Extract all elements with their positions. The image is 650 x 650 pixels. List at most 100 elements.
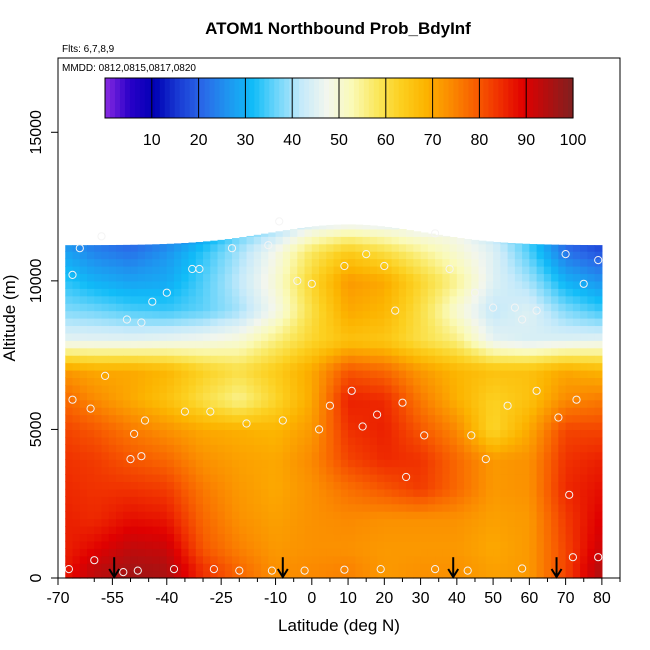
heatmap-cell [319, 526, 327, 535]
heatmap-cell [232, 414, 240, 423]
heatmap-cell [239, 288, 248, 297]
heatmap-cell [72, 280, 81, 289]
heatmap-cell [123, 392, 132, 401]
heatmap-cell [355, 436, 364, 445]
heatmap-cell [268, 488, 277, 497]
heatmap-cell [413, 355, 422, 364]
heatmap-cell [297, 555, 306, 564]
heatmap-cell [101, 295, 110, 304]
heatmap-cell [137, 496, 146, 505]
heatmap-cell [500, 459, 509, 468]
heatmap-cell [587, 280, 596, 289]
heatmap-cell [123, 422, 132, 431]
colorbar-swatch [334, 78, 340, 118]
heatmap-cell [282, 384, 291, 393]
heatmap-cell [536, 503, 545, 512]
heatmap-cell [253, 332, 262, 341]
heatmap-cell [471, 288, 480, 297]
heatmap-cell [94, 399, 103, 408]
heatmap-cell [152, 392, 161, 401]
heatmap-cell [580, 266, 588, 275]
heatmap-cell [108, 459, 117, 468]
data-point-marker [75, 244, 84, 253]
heatmap-cell [362, 273, 371, 282]
heatmap-cell [536, 548, 545, 557]
heatmap-cell [166, 555, 175, 564]
data-point-marker [101, 371, 110, 380]
heatmap-cell [72, 533, 81, 542]
heatmap-cell [565, 303, 574, 312]
heatmap-cell [116, 526, 124, 535]
heatmap-cell [304, 563, 313, 572]
heatmap-cell [340, 377, 349, 386]
heatmap-cell [79, 555, 88, 564]
heatmap-cell [355, 303, 364, 312]
heatmap-cell [116, 518, 124, 527]
heatmap-cell [493, 533, 501, 542]
heatmap-cell [188, 340, 197, 349]
heatmap-cell [174, 466, 182, 475]
heatmap-cell [166, 540, 175, 549]
heatmap-cell [529, 570, 538, 579]
heatmap-cell [406, 518, 414, 527]
heatmap-cell [297, 548, 306, 557]
heatmap-cell [594, 466, 603, 475]
heatmap-cell [145, 407, 153, 416]
heatmap-cell [543, 258, 552, 267]
heatmap-cell [391, 496, 400, 505]
heatmap-cell [232, 362, 240, 371]
heatmap-cell [123, 377, 132, 386]
heatmap-cell [232, 540, 240, 549]
heatmap-cell [449, 318, 458, 327]
heatmap-cell [420, 540, 429, 549]
heatmap-cell [369, 273, 378, 282]
heatmap-cell [246, 570, 255, 579]
heatmap-cell [442, 303, 451, 312]
heatmap-cell [304, 392, 313, 401]
heatmap-cell [594, 422, 603, 431]
heatmap-cell [195, 266, 204, 275]
heatmap-cell [116, 451, 124, 460]
heatmap-cell [435, 422, 443, 431]
heatmap-cell [290, 488, 298, 497]
heatmap-cell [188, 451, 197, 460]
heatmap-cell [478, 459, 487, 468]
heatmap-cell [362, 228, 371, 237]
heatmap-cell [427, 280, 436, 289]
heatmap-cell [384, 503, 393, 512]
heatmap-cell [101, 318, 110, 327]
heatmap-cell [529, 503, 538, 512]
heatmap-cell [522, 392, 530, 401]
heatmap-cell [355, 429, 364, 438]
heatmap-cell [529, 258, 538, 267]
heatmap-cell [594, 318, 603, 327]
heatmap-cell [261, 459, 269, 468]
heatmap-cell [65, 436, 74, 445]
heatmap-cell [558, 555, 567, 564]
heatmap-cell [224, 288, 233, 297]
heatmap-cell [261, 384, 269, 393]
heatmap-cell [174, 511, 182, 520]
heatmap-cell [210, 384, 219, 393]
heatmap-cell [522, 362, 530, 371]
heatmap-cell [326, 295, 335, 304]
heatmap-cell [94, 414, 103, 423]
heatmap-cell [369, 422, 378, 431]
heatmap-cell [159, 570, 168, 579]
heatmap-cell [261, 422, 269, 431]
heatmap-cell [340, 451, 349, 460]
heatmap-cell [311, 555, 320, 564]
heatmap-cell [130, 555, 139, 564]
colorbar-swatch [388, 78, 395, 118]
heatmap-cell [195, 533, 204, 542]
heatmap-cell [94, 407, 103, 416]
heatmap-cell [543, 244, 552, 252]
heatmap-cell [384, 288, 393, 297]
heatmap-cell [398, 481, 407, 490]
heatmap-cell [94, 422, 103, 431]
heatmap-cell [87, 377, 95, 386]
heatmap-cell [101, 466, 110, 475]
heatmap-cell [333, 540, 342, 549]
heatmap-cell [282, 295, 291, 304]
heatmap-cell [406, 273, 414, 282]
